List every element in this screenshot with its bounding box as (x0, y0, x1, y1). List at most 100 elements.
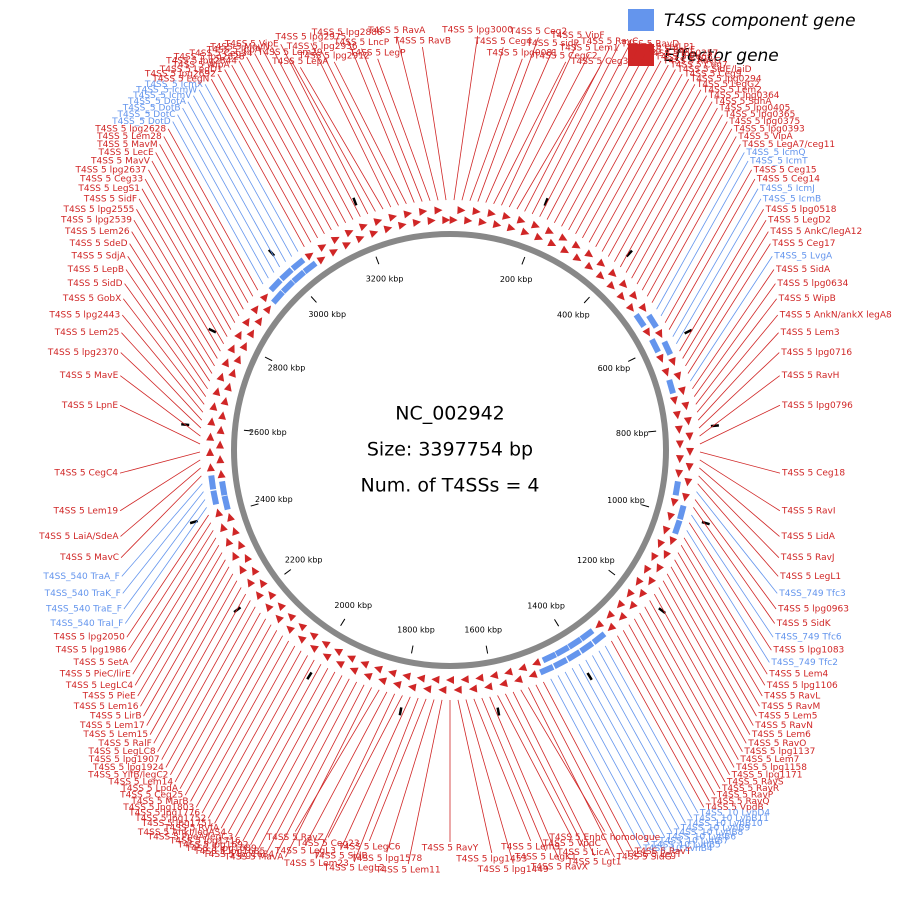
gene-marker (279, 267, 294, 282)
leader-line (582, 69, 676, 239)
gene-label: T4SS 5 VipF (550, 31, 604, 41)
gene-label: T4SS 5 LidA (780, 532, 835, 542)
leader-line (141, 188, 228, 337)
leader-line (516, 67, 601, 210)
tick-mark (243, 429, 252, 432)
gene-label: T4SS 5 Ceg33 (79, 175, 143, 185)
gene-marker (402, 672, 411, 681)
leader-line (473, 698, 532, 841)
leader-line (585, 659, 680, 829)
leader-line (680, 545, 766, 686)
leader-line (377, 58, 431, 201)
gene-label: T4SS 5 LegC6 (337, 842, 400, 852)
leader-line (119, 459, 201, 512)
leader-line (691, 514, 774, 638)
tick-mark (608, 569, 616, 576)
tick-mark (648, 430, 657, 433)
gene-label: T4SS 5 lpg1137 (743, 747, 815, 757)
leader-line (179, 624, 272, 789)
leader-line (687, 243, 771, 374)
leader-line (504, 693, 584, 847)
leader-line (631, 114, 723, 279)
leader-line (662, 580, 751, 735)
gene-marker (626, 588, 635, 598)
gene-marker (218, 411, 226, 420)
leader-line (520, 689, 606, 832)
gene-label: T4SS 5 GobX (62, 294, 121, 304)
gene-marker (606, 281, 615, 290)
leader-line (697, 483, 779, 577)
leader-line (651, 144, 741, 303)
leader-line (683, 537, 768, 675)
gene-label: T4SS 5 RavC (580, 37, 638, 47)
leader-line (310, 43, 392, 208)
gene-label: T4SS 5 RavT (634, 847, 692, 857)
gene-marker (489, 671, 499, 679)
gene-label: T4SS 5 MavM (96, 140, 157, 150)
gene-label: T4SS 5 Lem3 (780, 328, 840, 338)
gene-label: T4SS 5 MavE (59, 371, 119, 381)
gene-label: T4SS 5 AnkI/legAS4 (137, 828, 226, 838)
leader-line (465, 699, 514, 864)
gene-label: T4SS 5 LaiA/SdeA (38, 532, 119, 542)
gene-marker (397, 221, 407, 230)
leader-line (224, 69, 318, 239)
leader-line (611, 640, 705, 808)
gene-label: T4SS 5 Lem1 (559, 44, 619, 54)
gene-marker (677, 386, 686, 396)
gene-marker (217, 469, 226, 479)
leader-line (246, 56, 339, 227)
outer-tick (496, 707, 501, 716)
leader-line (644, 606, 735, 768)
leader-line (622, 630, 716, 796)
leader-line (134, 545, 220, 686)
gene-label: T4SS 5 Ceg14 (756, 175, 820, 185)
leader-line (198, 89, 293, 257)
leader-line (129, 243, 213, 374)
gene-label: T4SS_10 LvhD4 (699, 808, 770, 818)
gene-label: T4SS 5 lpg0393 (733, 124, 805, 134)
gene-marker (547, 238, 557, 246)
gene-label: T4SS 5 WipB (778, 294, 836, 304)
gene-label: T4SS_5 DotD (111, 117, 171, 127)
gene-label: T4SS 5 lpg1986 (55, 646, 127, 656)
leader-line (195, 640, 289, 808)
gene-marker (310, 644, 319, 653)
tick-label: 2600 kbp (249, 428, 287, 437)
gene-label: T4SS 5 AnkN/ankX legA8 (779, 310, 892, 320)
gene-marker (239, 342, 247, 352)
gene-marker (250, 305, 259, 315)
gene-marker (302, 260, 318, 275)
gene-label: T4SS_10 LvhB9 (680, 824, 751, 834)
gene-label: T4SS 5 Lem7 (739, 755, 799, 765)
gene-label: T4SS 5 Ceg23 (296, 839, 360, 849)
tick-label: 200 kbp (500, 275, 533, 284)
gene-marker (434, 206, 443, 215)
leader-line (561, 56, 654, 227)
outer-tick (625, 249, 633, 258)
gene-label: T4SS 5 RavI (781, 506, 836, 516)
gene-marker (268, 277, 283, 293)
gene-label: T4SS 5 RavX (530, 862, 588, 872)
gene-marker (628, 290, 638, 300)
gene-marker (502, 211, 511, 220)
gene-label: T4SS 5 LirB (89, 712, 142, 722)
tick-mark (264, 356, 273, 362)
leader-line (692, 269, 775, 390)
leader-line (280, 43, 369, 215)
leader-line (250, 675, 343, 845)
gene-label: T4SS 5 lpg2936 (286, 42, 358, 52)
gene-marker (265, 603, 274, 613)
leader-line (231, 64, 325, 235)
gene-label: T4SS 5 Ceg2 (509, 27, 567, 37)
gene-label: T4SS 5 RavM (760, 702, 820, 712)
tick-label: 2400 kbp (255, 495, 293, 504)
gene-label: T4SS 5 lpg1685 (193, 847, 265, 857)
leader-line (675, 198, 762, 345)
leader-line (699, 467, 780, 537)
leader-line (305, 691, 388, 845)
gene-label: T4SS_10 LvhB8 (673, 828, 744, 838)
leader-line (512, 691, 595, 856)
legend-label: Effector gene (664, 46, 779, 66)
gene-label: T4SS 5 MavA (224, 853, 285, 863)
